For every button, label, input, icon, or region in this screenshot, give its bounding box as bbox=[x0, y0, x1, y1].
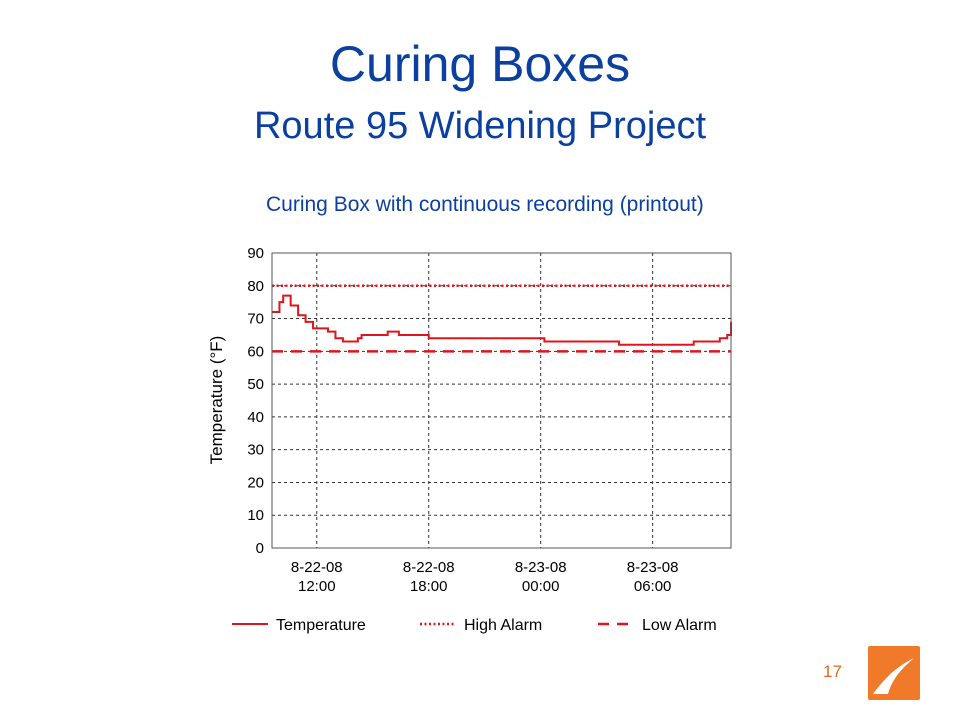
chart-legend: Temperature High Alarm Low Alarm bbox=[232, 617, 717, 634]
y-tick-label: 90 bbox=[247, 245, 264, 262]
chart-caption: Curing Box with continuous recording (pr… bbox=[266, 193, 704, 216]
y-tick-label: 60 bbox=[247, 343, 264, 360]
y-tick-label: 30 bbox=[247, 442, 264, 459]
y-tick-label: 50 bbox=[247, 376, 264, 393]
logo-swoosh bbox=[873, 658, 914, 694]
series-temperature-line bbox=[272, 294, 732, 346]
x-tick-time: 00:00 bbox=[522, 578, 560, 595]
y-tick-label: 70 bbox=[247, 311, 264, 328]
y-axis-label: Temperature (°F) bbox=[207, 336, 226, 465]
y-tick-label: 20 bbox=[247, 474, 264, 491]
chart-grid bbox=[272, 252, 731, 549]
x-tick-labels: 8-22-08 12:00 8-22-08 18:00 8-23-08 00:00 8-23… bbox=[291, 559, 679, 595]
legend-label: Temperature bbox=[276, 617, 366, 634]
x-tick-date: 8-23-08 bbox=[515, 559, 567, 576]
x-tick-date: 8-22-08 bbox=[291, 559, 343, 576]
y-tick-label: 40 bbox=[247, 409, 264, 426]
y-tick-label: 0 bbox=[256, 540, 264, 557]
x-tick-date: 8-22-08 bbox=[403, 559, 455, 576]
legend-label: Low Alarm bbox=[642, 617, 717, 634]
legend-label: High Alarm bbox=[464, 617, 542, 634]
plot-frame bbox=[271, 252, 732, 549]
x-tick-time: 12:00 bbox=[298, 578, 336, 595]
page-number: 17 bbox=[823, 662, 842, 681]
x-tick-time: 18:00 bbox=[410, 578, 448, 595]
y-tick-labels: 0 10 20 30 40 50 60 70 80 90 bbox=[247, 245, 264, 557]
y-tick-label: 80 bbox=[247, 278, 264, 295]
slide-title: Curing Boxes bbox=[329, 36, 631, 92]
slide-subtitle: Route 95 Widening Project bbox=[253, 105, 707, 147]
y-tick-label: 10 bbox=[247, 507, 264, 524]
x-tick-date: 8-23-08 bbox=[627, 559, 679, 576]
orange-swoosh-logo-icon bbox=[868, 646, 920, 700]
chart-series bbox=[272, 284, 732, 353]
x-tick-time: 06:00 bbox=[634, 578, 672, 595]
